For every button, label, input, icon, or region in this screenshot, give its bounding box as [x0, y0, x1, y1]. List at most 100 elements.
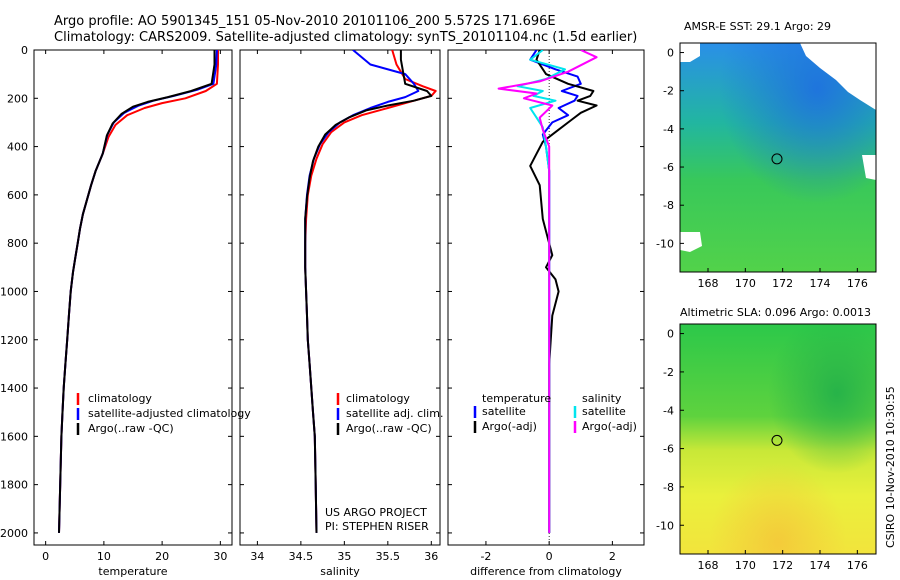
legend-label-climatology: climatology [346, 392, 410, 405]
sla-map [680, 324, 876, 554]
argo-location-marker [771, 434, 783, 446]
map-y-tick-label: -2 [663, 85, 674, 98]
y-tick-label: 400 [7, 141, 28, 154]
legend-label-temp-satellite: satellite [482, 405, 526, 418]
x-tick-label: 10 [97, 550, 111, 563]
legend-label-sal-argo: Argo(-adj) [582, 420, 637, 433]
x-axis-label: difference from climatology [470, 565, 622, 578]
map-x-tick-label: 170 [735, 277, 756, 290]
map-y-tick-label: -4 [663, 123, 674, 136]
series-line-argo-raw-qc- [58, 50, 216, 533]
temperature-legend: climatology satellite-adjusted climatolo… [76, 392, 251, 435]
map-y-tick-label: -2 [663, 366, 674, 379]
legend-label-argo: Argo(..raw -QC) [346, 422, 432, 435]
x-tick-label: 0 [42, 550, 49, 563]
project-label: US ARGO PROJECT [325, 506, 427, 519]
x-tick-label: 30 [213, 550, 227, 563]
temperature-panel: 0 10 20 30 temperature 0 200 400 600 800 1000 1200 1… [0, 44, 232, 578]
sst-missing-data [800, 43, 876, 110]
series-line-satellite-adjusted-climatology [58, 50, 218, 533]
legend-title-salinity: salinity [582, 392, 622, 405]
sst-missing-data [862, 155, 876, 180]
series-line-climatology [304, 50, 437, 533]
pi-label: PI: STEPHEN RISER [325, 520, 429, 533]
map-y-tick-label: 0 [667, 328, 674, 341]
legend-label-satellite: satellite adj. clim. [346, 407, 443, 420]
y-tick-label: 800 [7, 237, 28, 250]
series-group [304, 50, 437, 533]
sst-map-frame [679, 42, 877, 273]
difference-panel: -2 0 2 difference from climatology [448, 49, 644, 578]
legend-label-argo: Argo(..raw -QC) [88, 422, 174, 435]
difference-legend: temperature satellite Argo(-adj) salinit… [473, 392, 637, 433]
map-x-tick-label: 172 [772, 559, 793, 572]
map-y-tick-label: 0 [667, 47, 674, 60]
map-y-tick-label: -8 [663, 199, 674, 212]
legend-title-temperature: temperature [482, 392, 551, 405]
map-y-tick-label: -4 [663, 404, 674, 417]
sla-map-frame [679, 323, 877, 555]
x-tick-label: 20 [155, 550, 169, 563]
legend-label-climatology: climatology [88, 392, 152, 405]
x-tick-label: 34 [250, 550, 264, 563]
y-tick-label: 1800 [0, 479, 28, 492]
map-y-tick-label: -6 [663, 443, 674, 456]
sst-map-axes: 168 170 172 174 176 0 -2 -4 -6 -8 -10 [656, 47, 868, 290]
series-line-satellite-adj-clim- [304, 50, 420, 533]
argo-location-marker [771, 153, 783, 165]
y-tick-label: 2000 [0, 527, 28, 540]
temperature-axes [33, 49, 233, 546]
legend-label-satellite: satellite-adjusted climatology [88, 407, 251, 420]
x-tick-label: 0 [546, 550, 553, 563]
x-tick-label: -2 [480, 550, 491, 563]
sst-map-title: AMSR-E SST: 29.1 Argo: 29 [684, 20, 831, 33]
sst-missing-data [680, 43, 700, 62]
x-tick-label: 35 [337, 550, 351, 563]
timestamp-label: CSIRO 10-Nov-2010 10:30:55 [884, 386, 897, 548]
series-group [497, 50, 598, 533]
map-x-tick-label: 168 [698, 559, 719, 572]
map-x-tick-label: 176 [847, 559, 868, 572]
salinity-panel: 34 34.5 35 35.5 36 salinity [240, 49, 440, 578]
salinity-legend: climatology satellite adj. clim. Argo(..… [336, 392, 443, 435]
x-tick-label: 35.5 [376, 550, 401, 563]
map-x-tick-label: 176 [847, 277, 868, 290]
series-line-argo-raw-qc- [304, 50, 433, 533]
sla-map-axes: 168 170 172 174 176 0 -2 -4 -6 -8 -10 [656, 328, 868, 572]
y-tick-label: 0 [21, 44, 28, 57]
sst-missing-data [680, 232, 702, 252]
series-line-climatology [58, 50, 219, 533]
y-tick-label: 200 [7, 92, 28, 105]
series-group [58, 50, 219, 533]
map-x-tick-label: 172 [772, 277, 793, 290]
x-tick-label: 36 [424, 550, 438, 563]
y-tick-label: 1400 [0, 382, 28, 395]
salinity-axes [239, 49, 441, 546]
series-line-temperature-satellite [529, 50, 582, 533]
header-line-1: Argo profile: AO 5901345_151 05-Nov-2010… [54, 14, 556, 29]
y-tick-label: 1200 [0, 334, 28, 347]
difference-axes [447, 49, 645, 546]
series-line-temperature-argo-adj- [529, 50, 598, 533]
legend-label-sal-satellite: satellite [582, 405, 626, 418]
x-axis-label: salinity [320, 565, 360, 578]
map-y-tick-label: -10 [656, 237, 674, 250]
series-line-salinity-argo-adj- [497, 50, 598, 533]
sla-low-anomaly [680, 324, 876, 554]
map-y-tick-label: -10 [656, 519, 674, 532]
header-line-2: Climatology: CARS2009. Satellite-adjuste… [54, 30, 637, 45]
sla-map-title: Altimetric SLA: 0.096 Argo: 0.0013 [680, 306, 871, 319]
map-x-tick-label: 170 [735, 559, 756, 572]
sst-map [680, 43, 876, 272]
y-tick-label: 1600 [0, 430, 28, 443]
map-y-tick-label: -8 [663, 481, 674, 494]
map-x-tick-label: 174 [810, 277, 831, 290]
map-x-tick-label: 168 [698, 277, 719, 290]
map-y-tick-label: -6 [663, 161, 674, 174]
legend-label-temp-argo: Argo(-adj) [482, 420, 537, 433]
x-tick-label: 2 [609, 550, 616, 563]
y-tick-label: 1000 [0, 285, 28, 298]
x-axis-label: temperature [98, 565, 167, 578]
map-x-tick-label: 174 [810, 559, 831, 572]
